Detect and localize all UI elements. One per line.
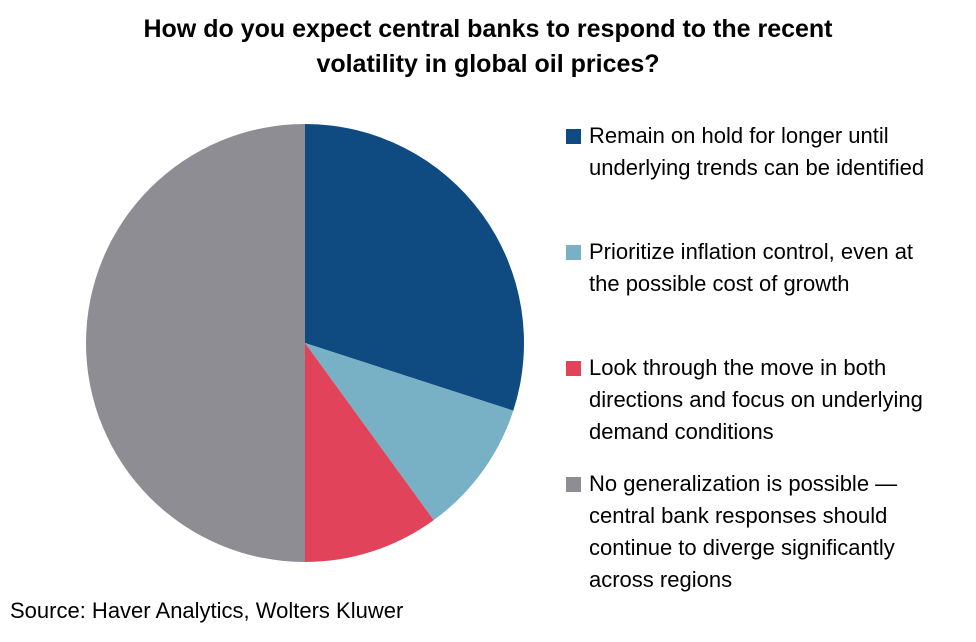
chart-title-line-1: How do you expect central banks to respo…: [143, 15, 833, 43]
legend-label-line: the possible cost of growth: [589, 271, 850, 296]
legend-label-line: continue to diverge significantly: [589, 535, 895, 560]
legend-label-prioritize-inflation: Prioritize inflation control, even at th…: [589, 236, 969, 300]
legend-label-remain-on-hold: Remain on hold for longer until underlyi…: [589, 120, 969, 184]
pie-slice-no-generalization: [86, 124, 305, 562]
legend-swatch-no-generalization: [566, 477, 581, 492]
legend-label-no-generalization: No generalization is possible — central …: [589, 468, 969, 596]
legend-label-line: Prioritize inflation control, even at: [589, 239, 914, 264]
legend-label-line: central bank responses should: [589, 503, 888, 528]
pie-slice-look-through: [305, 343, 434, 562]
pie-slice-prioritize-inflation: [305, 343, 514, 521]
legend-swatch-prioritize-inflation: [566, 245, 581, 260]
source-note: Source: Haver Analytics, Wolters Kluwer: [10, 598, 404, 623]
legend-label-line: directions and focus on underlying: [589, 387, 923, 412]
legend-label-line: Remain on hold for longer until: [589, 123, 889, 148]
legend-swatch-remain-on-hold: [566, 129, 581, 144]
legend-label-look-through: Look through the move in both directions…: [589, 352, 969, 448]
legend-label-line: underlying trends can be identified: [589, 155, 925, 180]
chart-title-line-2: volatility in global oil prices?: [316, 50, 660, 78]
legend-label-line: No generalization is possible —: [589, 471, 898, 496]
legend-label-line: demand conditions: [589, 419, 774, 444]
legend-swatch-look-through: [566, 361, 581, 376]
pie-slice-remain-on-hold: [305, 124, 524, 411]
legend-label-line: Look through the move in both: [589, 355, 887, 380]
chart-title: How do you expect central banks to respo…: [0, 12, 976, 82]
legend-label-line: across regions: [589, 567, 733, 592]
